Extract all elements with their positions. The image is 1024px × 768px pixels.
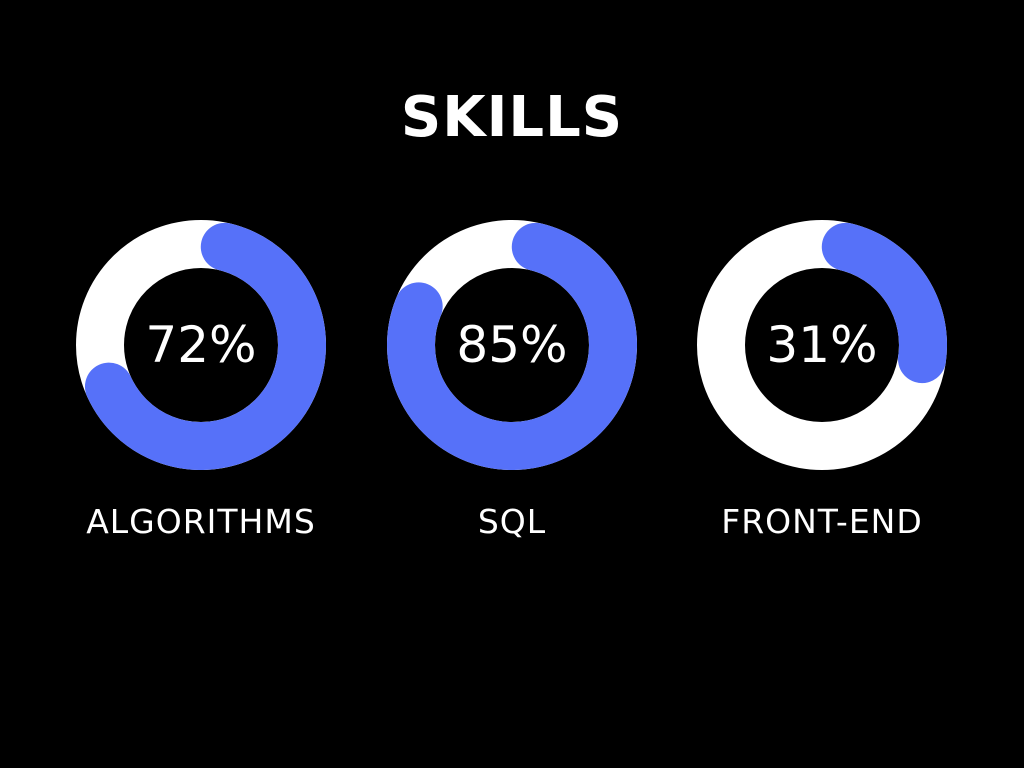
skill-donut-front-end: 31% FRONT-END bbox=[697, 220, 947, 560]
skill-label: ALGORITHMS bbox=[86, 502, 316, 541]
donut-progress bbox=[76, 220, 326, 470]
skill-donut-sql: 85% SQL bbox=[387, 220, 637, 560]
donut-progress bbox=[697, 220, 947, 470]
skill-value: 72% bbox=[145, 316, 257, 374]
donut-chart bbox=[76, 220, 326, 470]
donut-progress bbox=[387, 220, 637, 470]
skill-value: 31% bbox=[766, 316, 878, 374]
skill-label: FRONT-END bbox=[721, 502, 923, 541]
donut-chart bbox=[697, 220, 947, 470]
skill-label: SQL bbox=[477, 502, 547, 541]
skill-value: 85% bbox=[456, 316, 568, 374]
donut-chart bbox=[387, 220, 637, 470]
skill-donut-algorithms: 72% ALGORITHMS bbox=[76, 220, 326, 560]
page-title: SKILLS bbox=[400, 85, 624, 150]
